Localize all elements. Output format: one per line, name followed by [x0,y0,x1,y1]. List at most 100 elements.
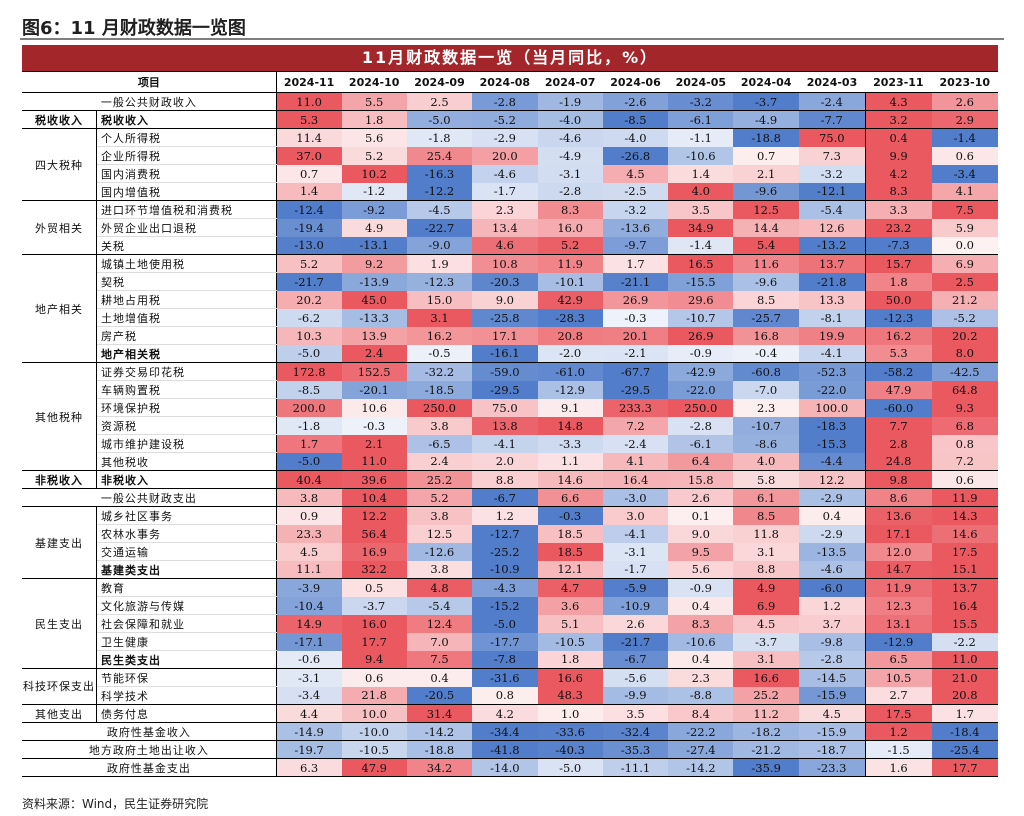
value-cell: 4.3 [864,92,932,111]
value-cell: -4.1 [472,434,538,453]
value-cell: 16.8 [733,326,799,345]
value-cell: 2.5 [406,92,473,111]
value-cell: -2.6 [602,92,669,111]
value-cell: 5.2 [537,236,603,255]
value-cell: -6.7 [472,488,538,507]
value-cell: 6.9 [931,254,998,273]
value-cell: -32.4 [602,722,669,741]
value-cell: 12.2 [798,470,866,489]
value-cell: -60.0 [864,398,932,417]
value-cell: -14.2 [406,722,473,741]
table-row: 卫生健康 -17.1 17.7 7.0 -17.7 -10.5 -21.7 -10.6 -3.7… [22,632,998,651]
value-cell: 12.5 [406,524,473,543]
value-cell: 7.2 [931,452,998,471]
value-cell: 5.3 [864,344,932,363]
value-cell: 8.3 [537,200,603,219]
value-cell: 200.0 [276,398,342,417]
value-cell: -6.5 [406,434,473,453]
value-cell: 6.4 [668,452,734,471]
value-cell: 4.5 [602,164,669,183]
value-cell: -19.4 [276,218,342,237]
row-label: 科学技术 [96,686,277,705]
value-cell: -6.2 [276,308,342,327]
value-cell: -13.9 [341,272,407,291]
row-label: 其他税收 [96,452,277,471]
value-cell: -21.2 [733,740,799,759]
row-label: 交通运输 [96,542,277,561]
value-cell: -21.1 [602,272,669,291]
value-cell: 37.0 [276,146,342,165]
table-row: 外贸相关 进口环节增值税和消费税 -12.4 -9.2 -4.5 2.3 8.3 -3.2 3.… [22,200,998,255]
value-cell: 3.5 [602,704,669,723]
value-cell: 21.2 [931,290,998,309]
value-cell: -12.1 [798,182,866,201]
value-cell: 1.7 [931,704,998,723]
value-cell: 2.4 [341,344,407,363]
value-cell: 12.5 [733,200,799,219]
value-cell: -9.0 [406,236,473,255]
value-cell: 1.7 [602,254,669,273]
value-cell: 16.9 [341,542,407,561]
category-label: 民生支出 [22,578,98,669]
value-cell: 18.5 [537,542,603,561]
row-label: 教育 [96,578,277,597]
value-cell: 12.2 [341,506,407,525]
value-cell: 1.2 [472,506,538,525]
row-label: 政府性基金收入 [22,722,277,741]
value-cell: 34.9 [668,218,734,237]
fiscal-data-table: 项目 2024-11 2024-10 2024-09 2024-08 2024-07 202… [22,71,998,777]
value-cell: 13.6 [864,506,932,525]
value-cell: -3.2 [798,164,866,183]
value-cell: -61.0 [537,362,603,381]
value-cell: 1.8 [341,110,407,129]
value-cell: -0.3 [537,506,603,525]
value-cell: -1.5 [864,740,932,759]
value-cell: 9.5 [668,542,734,561]
value-cell: -21.8 [798,272,866,291]
table-row: 房产税 10.3 13.9 16.2 17.1 20.8 20.1 26.9 16.8 19.9 1… [22,326,998,345]
value-cell: 1.0 [537,704,603,723]
value-cell: 10.0 [341,704,407,723]
row-label: 外贸企业出口退税 [96,218,277,237]
value-cell: 5.5 [341,92,407,111]
value-cell: 1.7 [276,434,342,453]
value-cell: -9.6 [733,182,799,201]
table-row: 税收收入 税收收入 5.3 1.8 -5.0 -5.2 -4.0 -8.5 -6.1 -4.9 -7… [22,110,998,129]
value-cell: 75.0 [472,398,538,417]
value-cell: 5.2 [406,488,473,507]
row-label: 农林水事务 [96,524,277,543]
value-cell: -13.5 [798,542,866,561]
value-cell: -4.1 [602,524,669,543]
value-cell: 2.1 [341,434,407,453]
value-cell: 13.1 [864,614,932,633]
value-cell: -10.9 [472,560,538,579]
value-cell: 6.6 [537,488,603,507]
value-cell: 16.4 [602,470,669,489]
value-cell: -1.9 [537,92,603,111]
value-cell: 48.3 [537,686,603,705]
row-label: 进口环节增值税和消费税 [96,200,277,219]
column-header-2024-11: 2024-11 [276,71,342,93]
value-cell: -25.8 [472,308,538,327]
value-cell: 172.8 [276,362,342,381]
value-cell: 9.3 [931,398,998,417]
table-row: 耕地占用税 20.2 45.0 15.0 9.0 42.9 26.9 29.6 8.5 13.3 5… [22,290,998,309]
value-cell: -5.0 [406,110,473,129]
value-cell: -5.9 [602,578,669,597]
column-header-2023-11: 2023-11 [865,71,932,93]
value-cell: -9.2 [341,200,407,219]
value-cell: -31.6 [472,668,538,687]
value-cell: -1.4 [931,128,998,147]
column-header-2024-05: 2024-05 [668,71,734,93]
value-cell: 0.4 [798,506,866,525]
row-label: 地产相关税 [96,344,277,363]
table-row: 关税 -13.0 -13.1 -9.0 4.6 5.2 -9.7 -1.4 5.4 -13.2 -7… [22,236,998,255]
value-cell: -6.7 [602,650,669,669]
value-cell: 20.8 [931,686,998,705]
table-row: 非税收入 非税收入 40.4 39.6 25.2 8.8 14.6 16.4 15.8 5.8 12… [22,470,998,489]
category-label: 科技环保支出 [22,668,98,705]
value-cell: -3.7 [733,92,799,111]
value-cell: 4.0 [733,452,799,471]
table-row: 农林水事务 23.3 56.4 12.5 -12.7 18.5 -4.1 9.0 11.8 -2.… [22,524,998,543]
value-cell: 14.9 [276,614,342,633]
